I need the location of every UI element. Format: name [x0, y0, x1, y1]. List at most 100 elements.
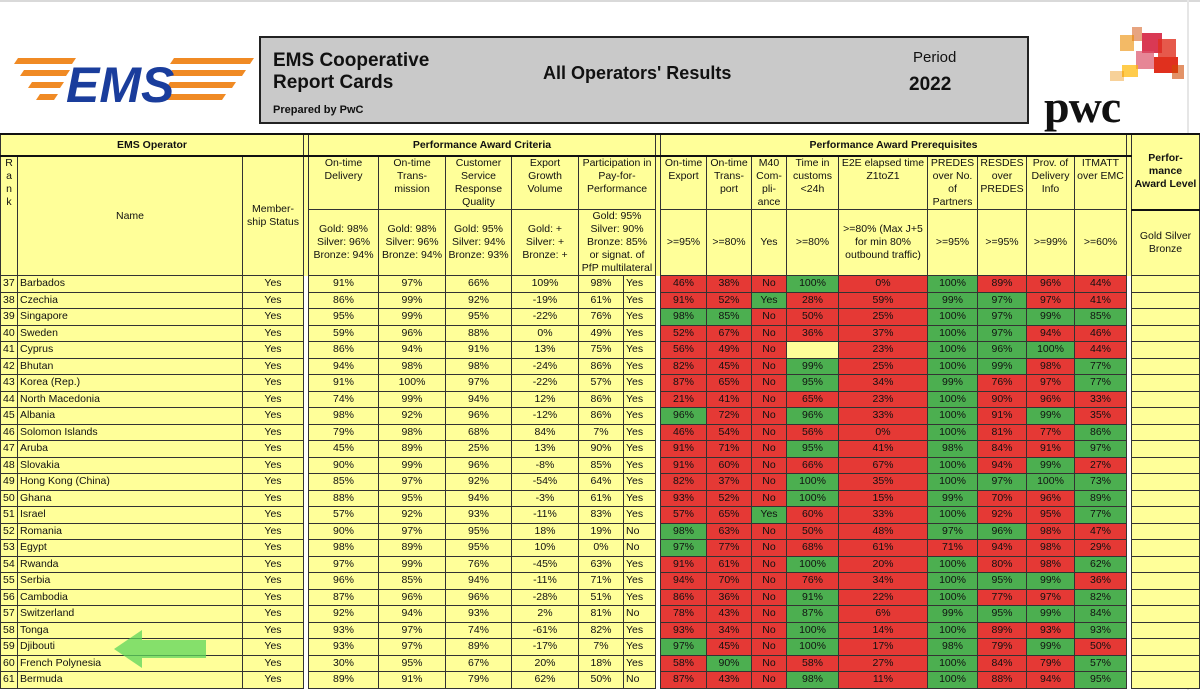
cell-customs: 68% [786, 539, 839, 557]
cell-ontime-transmission: 98% [378, 423, 446, 441]
cell-resdes: 84% [977, 440, 1027, 458]
cell-ontime-delivery: 92% [308, 605, 379, 623]
cell-predes: 100% [927, 308, 978, 326]
cell-export-growth: 20% [511, 654, 579, 672]
cell-award-level [1131, 473, 1200, 491]
cell-ontime-delivery: 90% [308, 456, 379, 474]
cell-ontime-delivery: 45% [308, 440, 379, 458]
cell-ontime-transmission: 100% [378, 374, 446, 392]
cell-name: Cambodia [17, 588, 243, 606]
cell-customs: 58% [786, 654, 839, 672]
cell-itmatt: 27% [1074, 456, 1127, 474]
cell-delivery-info: 99% [1026, 605, 1075, 623]
cell-m40: No [751, 456, 787, 474]
section-prerequisites: Performance Award Prerequisites [660, 133, 1127, 157]
cell-customer-service: 67% [445, 654, 512, 672]
cell-pfp-yes: No [623, 522, 656, 540]
cell-itmatt: 89% [1074, 489, 1127, 507]
cell-m40: No [751, 605, 787, 623]
cell-ontime-export: 97% [660, 638, 707, 656]
cell-customer-service: 95% [445, 522, 512, 540]
section-operator: EMS Operator [0, 133, 304, 157]
cell-delivery-info: 98% [1026, 522, 1075, 540]
cell-ontime-transport: 63% [706, 522, 752, 540]
cell-itmatt: 95% [1074, 671, 1127, 689]
thr-ontime-delivery: Gold: 98% Silver: 96% Bronze: 94% [308, 209, 379, 276]
highlight-arrow-icon [114, 630, 206, 668]
cell-predes: 100% [927, 324, 978, 342]
cell-name: Ghana [17, 489, 243, 507]
cell-customer-service: 95% [445, 308, 512, 326]
cell-ontime-delivery: 96% [308, 572, 379, 590]
cell-resdes: 89% [977, 621, 1027, 639]
cell-name: Tonga [17, 621, 243, 639]
cell-e2e: 67% [838, 456, 928, 474]
cell-customer-service: 76% [445, 555, 512, 573]
cell-name: Sweden [17, 324, 243, 342]
table-row: 60 French Polynesia Yes 30% 95% 67% 20% 18% Yes 5… [0, 654, 1200, 672]
cell-itmatt: 73% [1074, 473, 1127, 491]
cell-membership: Yes [242, 539, 304, 557]
table-row: 43 Korea (Rep.) Yes 91% 100% 97% -22% 57% Yes 87%… [0, 374, 1200, 392]
cell-pfp-yes: Yes [623, 588, 656, 606]
cell-export-growth: 10% [511, 539, 579, 557]
cell-ontime-export: 46% [660, 275, 707, 293]
cell-export-growth: 84% [511, 423, 579, 441]
cell-predes: 100% [927, 456, 978, 474]
cell-predes: 100% [927, 275, 978, 293]
cell-ontime-transport: 49% [706, 341, 752, 359]
cell-ontime-export: 91% [660, 456, 707, 474]
cell-rank: 57 [0, 605, 18, 623]
cell-ontime-delivery: 90% [308, 522, 379, 540]
cell-m40: No [751, 357, 787, 375]
cell-resdes: 79% [977, 638, 1027, 656]
cell-ontime-transport: 72% [706, 407, 752, 425]
cell-rank: 59 [0, 638, 18, 656]
cell-rank: 39 [0, 308, 18, 326]
cell-membership: Yes [242, 605, 304, 623]
col-m40: M40 Com-pli-ance [751, 155, 787, 210]
cell-ontime-transmission: 99% [378, 308, 446, 326]
cell-e2e: 33% [838, 506, 928, 524]
cell-award-level [1131, 374, 1200, 392]
cell-predes: 100% [927, 588, 978, 606]
cell-pfp-value: 86% [578, 407, 624, 425]
cell-award-level [1131, 407, 1200, 425]
cell-customs: 66% [786, 456, 839, 474]
cell-award-level [1131, 489, 1200, 507]
cell-delivery-info: 94% [1026, 671, 1075, 689]
cell-resdes: 94% [977, 539, 1027, 557]
table-row: 42 Bhutan Yes 94% 98% 98% -24% 86% Yes 82% 45% No 99… [0, 357, 1200, 375]
thr-ontime-export: >=95% [660, 209, 707, 276]
cell-pfp-yes: Yes [623, 357, 656, 375]
thr-m40: Yes [751, 209, 787, 276]
cell-m40: No [751, 572, 787, 590]
report-table: EMS Operator Performance Award Criteria … [0, 133, 1200, 689]
cell-customer-service: 96% [445, 588, 512, 606]
cell-itmatt: 46% [1074, 324, 1127, 342]
cell-ontime-delivery: 95% [308, 308, 379, 326]
cell-membership: Yes [242, 324, 304, 342]
cell-delivery-info: 97% [1026, 588, 1075, 606]
cell-e2e: 0% [838, 275, 928, 293]
cell-e2e: 14% [838, 621, 928, 639]
cell-ontime-transmission: 92% [378, 506, 446, 524]
cell-name: Serbia [17, 572, 243, 590]
cell-export-growth: -61% [511, 621, 579, 639]
cell-ontime-export: 98% [660, 522, 707, 540]
col-ontime-transport: On-time Trans-port [706, 155, 752, 210]
cell-customs: 76% [786, 572, 839, 590]
cell-e2e: 17% [838, 638, 928, 656]
table-row: 49 Hong Kong (China) Yes 85% 97% 92% -54% 64% Ye… [0, 473, 1200, 491]
cell-export-growth: -22% [511, 308, 579, 326]
cell-e2e: 61% [838, 539, 928, 557]
cell-predes: 98% [927, 638, 978, 656]
cell-ontime-delivery: 57% [308, 506, 379, 524]
cell-m40: No [751, 555, 787, 573]
cell-name: Czechia [17, 291, 243, 309]
thr-ontime-transport: >=80% [706, 209, 752, 276]
cell-award-level [1131, 440, 1200, 458]
cell-pfp-value: 82% [578, 621, 624, 639]
cell-ontime-transmission: 95% [378, 654, 446, 672]
cell-e2e: 6% [838, 605, 928, 623]
